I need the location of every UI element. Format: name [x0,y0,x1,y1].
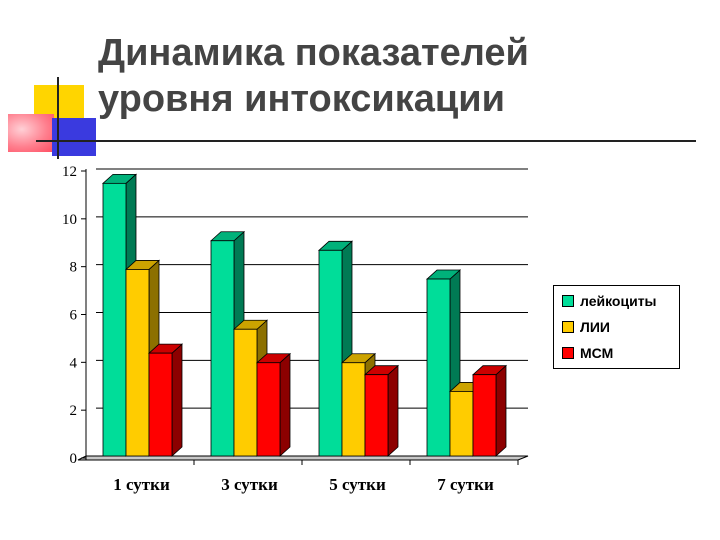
legend-swatch [562,347,574,359]
decor-vertical-line [57,77,59,159]
y-tick-label: 6 [70,308,78,324]
y-tick-label: 2 [70,403,78,419]
bar [449,391,474,457]
title-line-1: Динамика показателей [98,32,529,74]
legend-label: МСМ [580,345,614,361]
bar [256,362,281,457]
slide-title: Динамика показателей уровня интоксикации [98,30,698,122]
chart-legend: лейкоциты ЛИИ МСМ [553,285,680,369]
y-tick-label: 12 [62,164,77,180]
bar-side [171,343,183,457]
decor-horizontal-line [36,140,696,142]
x-tick-label: 3 сутки [221,475,278,494]
x-tick-label: 7 сутки [437,475,494,494]
bar [341,362,366,457]
y-tick-label: 4 [70,355,78,371]
bar-side [495,364,507,457]
y-tick-label: 10 [62,212,77,228]
bar-side [279,352,291,457]
bar-side [387,364,399,457]
legend-item-msm: МСМ [562,344,613,362]
legend-item-lii: ЛИИ [562,318,610,336]
bar [125,269,150,457]
bar [472,374,497,457]
bar [233,328,258,457]
bar [426,278,451,457]
bar [148,352,173,457]
x-tick-label: 5 сутки [329,475,386,494]
decor-pink-square [8,114,54,152]
legend-swatch [562,295,574,307]
bar [210,240,235,457]
legend-label: ЛИИ [580,319,610,335]
bar [318,249,343,457]
bar [364,374,389,457]
x-tick-label: 1 сутки [113,475,170,494]
legend-swatch [562,321,574,333]
chart-floor [77,455,529,461]
y-tick-label: 0 [70,451,78,467]
decor-blue-square [52,118,96,156]
legend-label: лейкоциты [580,293,657,309]
title-line-2: уровня интоксикации [98,78,505,120]
y-tick-label: 8 [70,260,78,276]
bar [102,182,127,457]
legend-item-leukocytes: лейкоциты [562,292,657,310]
